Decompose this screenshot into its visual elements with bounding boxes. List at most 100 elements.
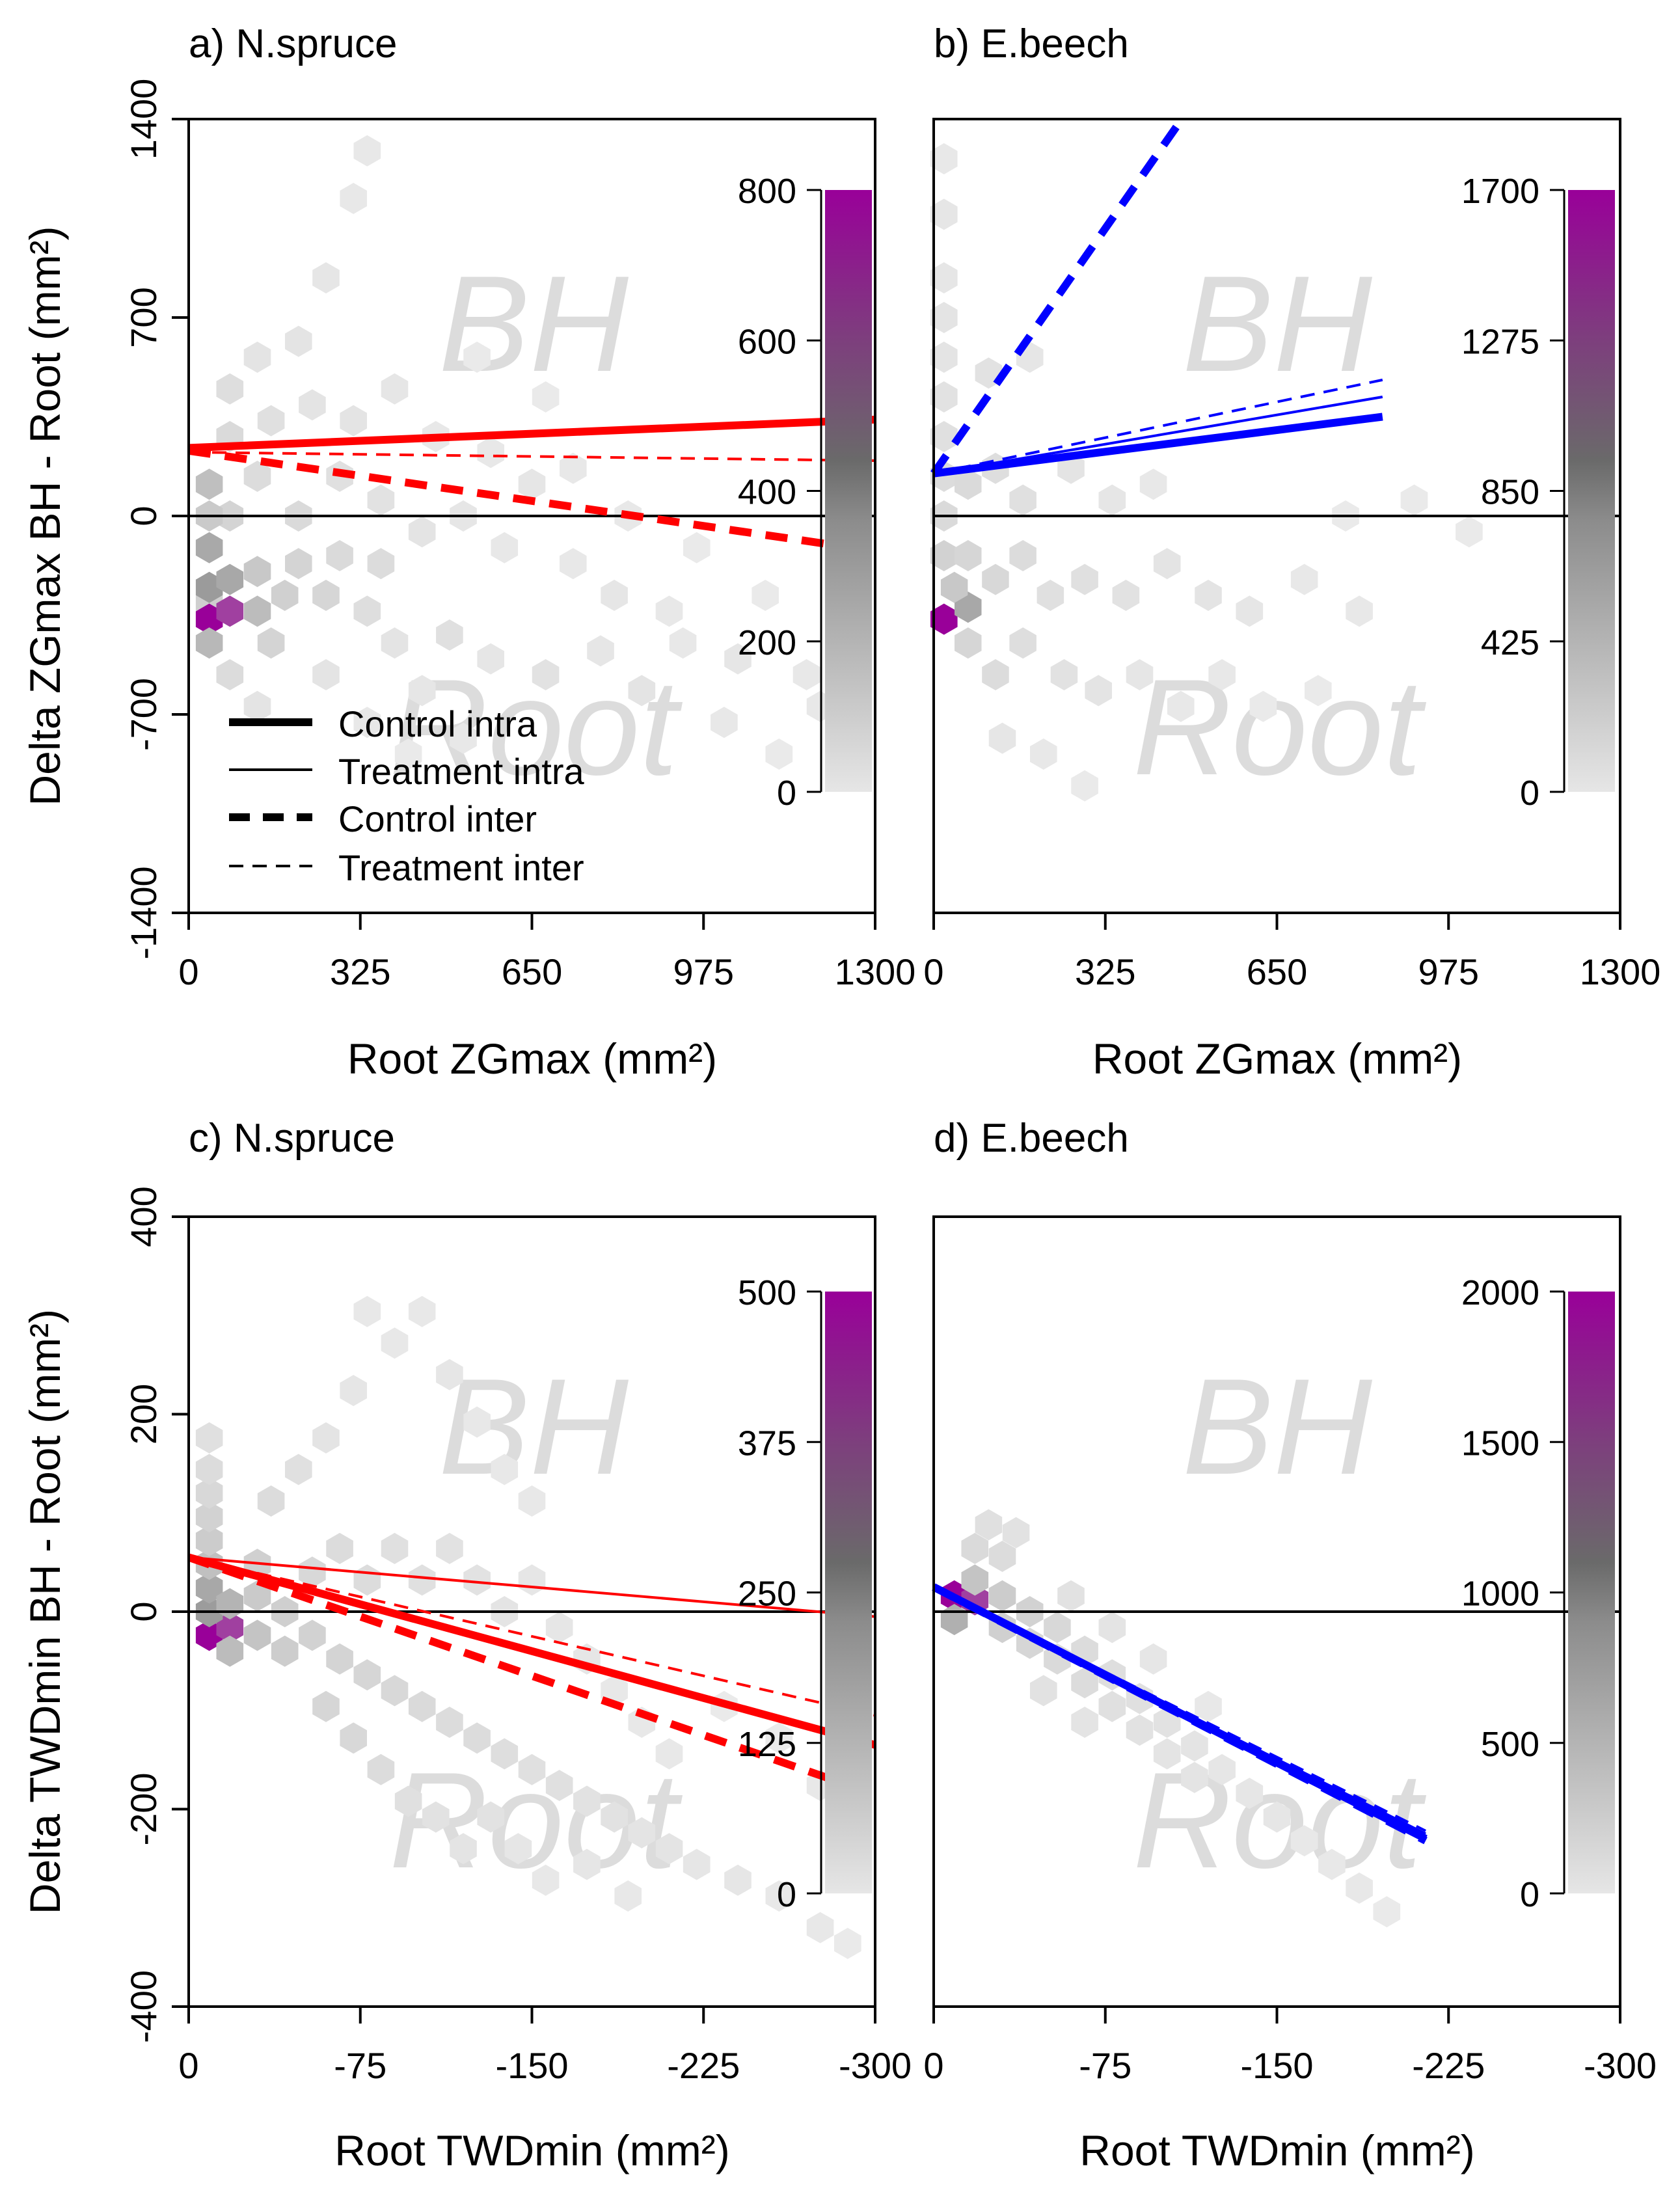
regression-line-treatment-intra — [933, 396, 1383, 475]
hexbin-cell — [793, 659, 820, 690]
hexbin-cell — [532, 381, 560, 413]
hexbin-cell — [340, 183, 367, 214]
hexbin-cell — [353, 1659, 381, 1691]
hexbin-cell — [312, 659, 340, 690]
hexbin-cell — [1208, 659, 1236, 690]
colorbar-tick-label: 500 — [1481, 1725, 1539, 1764]
hexbin-cell — [408, 675, 436, 707]
hexbin-cell — [477, 643, 504, 675]
hexbin-cell — [216, 595, 244, 627]
x-tick-label: 975 — [1418, 951, 1479, 992]
hexbin-cell — [1098, 1612, 1126, 1644]
colorbar-tick-label: 125 — [738, 1725, 796, 1764]
x-tick-label: 975 — [673, 951, 734, 992]
hexbin-cell — [504, 1833, 532, 1865]
hexbin-cell — [326, 1643, 353, 1675]
hexbin-cell — [1236, 1778, 1264, 1809]
hexbin-cell — [367, 548, 395, 580]
hexbin-cell — [257, 405, 285, 437]
colorbar-tick-label: 200 — [738, 623, 796, 662]
hexbin-cell — [1181, 1761, 1208, 1793]
x-axis-label: Root TWDmin (mm²) — [334, 2126, 729, 2174]
hexbin-cell — [394, 1785, 422, 1817]
hexbin-cell — [961, 1564, 989, 1596]
colorbar-gradient — [1568, 1292, 1615, 1893]
x-axis: 0 -75 -150 -225 -300 — [178, 2007, 912, 2086]
watermark-bh: BH — [1182, 247, 1372, 400]
regression-line-control-intra — [933, 413, 1383, 478]
colorbar-tick-label: 0 — [777, 1875, 796, 1914]
hexbin-cell — [683, 1848, 711, 1880]
hexbin-cell — [285, 548, 312, 580]
regression-line-treatment-intra — [188, 1556, 876, 1618]
hexbin-cell — [195, 1454, 223, 1485]
hexbin-cell — [353, 1564, 381, 1596]
hexbin-cell — [961, 1532, 989, 1564]
hexbin-cell — [408, 1295, 436, 1327]
hexbin-cell — [463, 1722, 491, 1754]
regression-line-treatment-intra — [188, 418, 876, 450]
hexbin-cell — [1098, 484, 1126, 516]
colorbar-gradient — [825, 190, 872, 792]
x-tick-label: 0 — [178, 2045, 198, 2086]
colorbar-tick-label: 2000 — [1461, 1273, 1539, 1312]
hexbin-cell — [1098, 1690, 1126, 1722]
hexbin-cell — [381, 1532, 409, 1564]
x-tick-label: 325 — [330, 951, 390, 992]
hexbin-cell — [765, 738, 793, 770]
hexbin-cell — [195, 1524, 223, 1556]
hexbin-cell — [1139, 468, 1167, 500]
hexbin-cell — [560, 548, 587, 580]
hexbin-cell — [216, 373, 244, 405]
hexbin-cell — [955, 540, 982, 571]
legend-label-treatment-inter: Treatment inter — [338, 847, 584, 888]
y-axis-label: Delta ZGmax BH - Root (mm²) — [21, 226, 69, 806]
hexbin-cell — [1236, 595, 1264, 627]
colorbar-tick-label: 850 — [1481, 473, 1539, 512]
panel-title: b) E.beech — [934, 21, 1129, 66]
y-tick-label: 400 — [123, 1186, 164, 1247]
hexbin-cell — [669, 627, 697, 659]
hexbin-cell — [806, 1912, 834, 1943]
hexbin-cell — [1009, 627, 1036, 659]
hexbin-cell — [1456, 516, 1483, 548]
hexbin-layer — [930, 143, 1483, 802]
watermark-bh: BH — [1182, 1350, 1372, 1503]
hexbin-cell — [353, 707, 381, 738]
hexbin-cell — [195, 1501, 223, 1533]
hexbin-cell — [326, 1532, 353, 1564]
regression-lines — [188, 415, 876, 551]
colorbar-tick-label: 1000 — [1461, 1575, 1539, 1614]
hexbin-cell — [195, 468, 223, 500]
hexbin-cell — [257, 627, 285, 659]
hexbin-cell — [367, 1753, 395, 1785]
hexbin-cell — [1195, 580, 1222, 611]
hexbin-cell — [1400, 484, 1428, 516]
hexbin-cell — [1139, 1643, 1167, 1675]
x-tick-label: -300 — [1584, 2045, 1657, 2086]
hexbin-cell — [545, 1770, 573, 1802]
hexbin-cell — [988, 1580, 1016, 1612]
colorbar-tick-label: 425 — [1481, 623, 1539, 662]
regression-line-treatment-inter — [933, 1586, 1426, 1832]
hexbin-cell — [1126, 659, 1154, 690]
hexbin-cell — [1305, 675, 1332, 707]
hexbin-cell — [518, 1564, 546, 1596]
y-tick-label: 0 — [123, 1601, 164, 1621]
hexbin-cell — [216, 1635, 244, 1667]
legend-label-treatment-intra: Treatment intra — [338, 751, 584, 792]
hexbin-cell — [930, 302, 958, 333]
hexbin-cell — [326, 540, 353, 571]
hexbin-cell — [216, 1612, 244, 1644]
hexbin-cell — [195, 571, 223, 603]
hexbin-cell — [477, 437, 504, 468]
hexbin-cell — [243, 690, 271, 722]
hexbin-cell — [1208, 1753, 1236, 1785]
hexbin-cell — [299, 1556, 326, 1588]
x-axis: 0 325 650 975 1300 — [178, 913, 915, 992]
hexbin-cell — [518, 1485, 546, 1517]
hexbin-cell — [573, 1785, 601, 1817]
colorbar-tick-label: 0 — [1520, 774, 1539, 813]
